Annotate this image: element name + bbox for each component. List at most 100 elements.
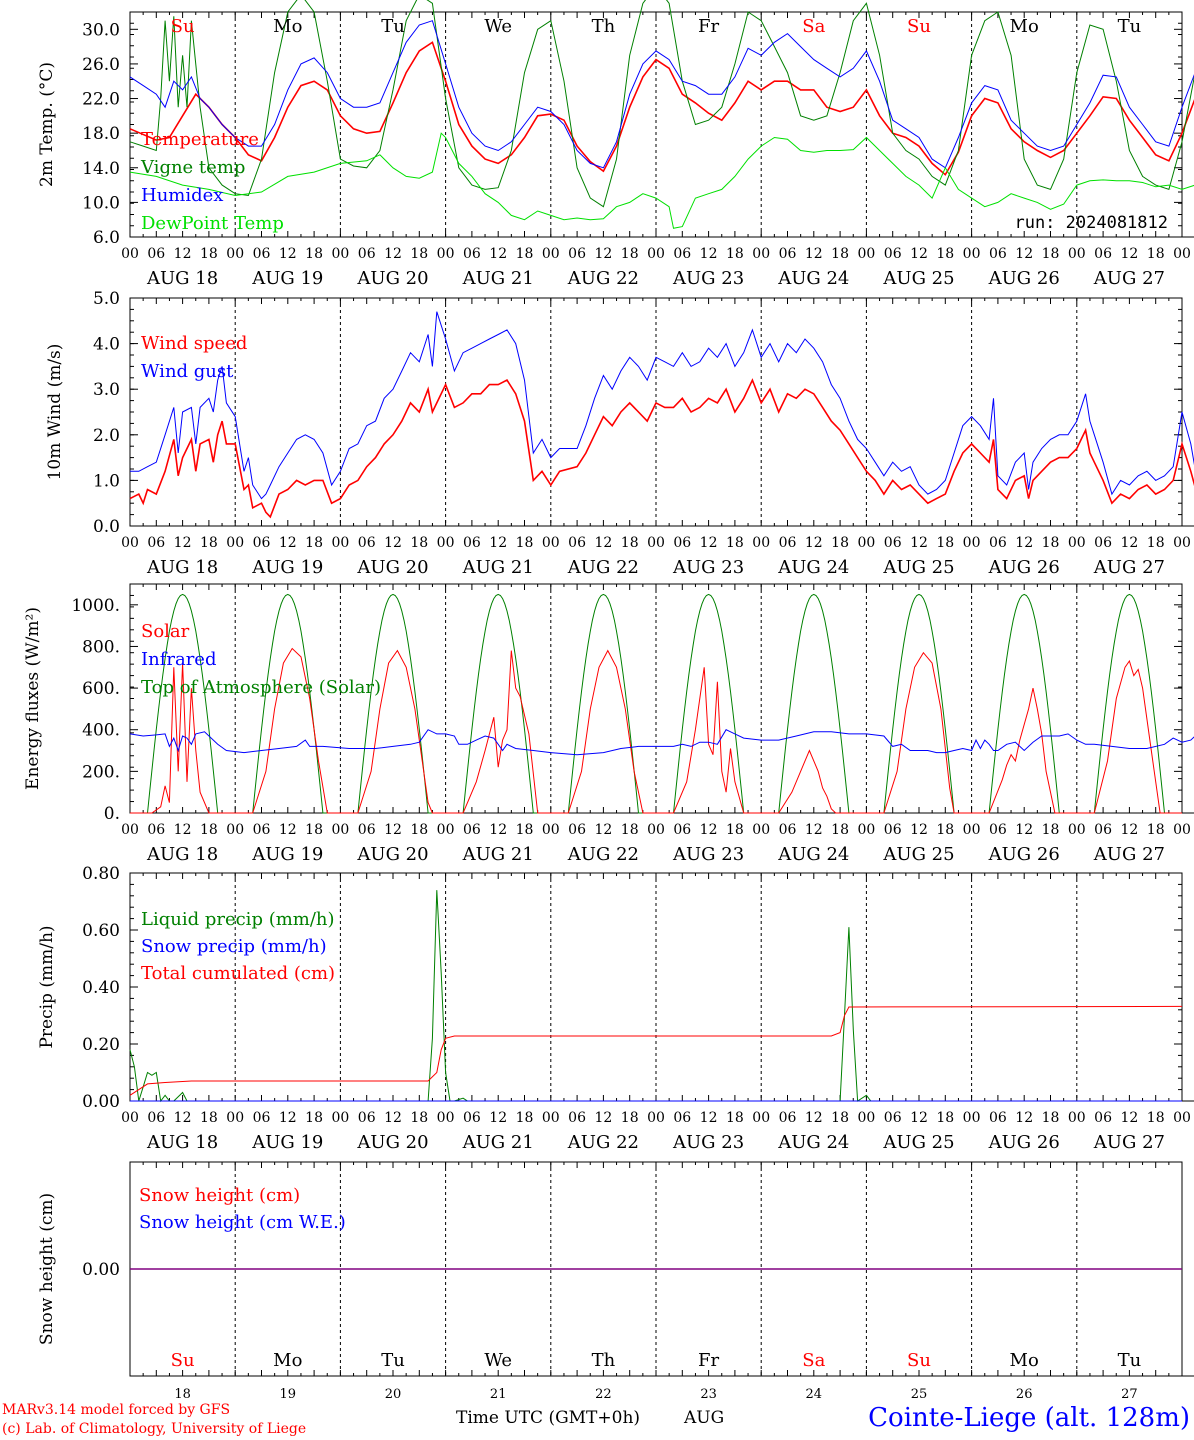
hour-tick-label: 00	[752, 822, 770, 838]
hour-tick-label: 18	[831, 1110, 849, 1126]
hour-tick-label: 12	[384, 246, 402, 262]
hour-tick-label: 06	[884, 1110, 902, 1126]
hour-tick-label: 12	[1015, 246, 1033, 262]
hour-tick-label: 18	[831, 246, 849, 262]
day-label: AUG 22	[567, 1132, 639, 1153]
day-number-label: 27	[1121, 1387, 1138, 1402]
hour-tick-label: 00	[331, 1110, 349, 1126]
hour-tick-label: 06	[358, 822, 376, 838]
legend-entry: Total cumulated (cm)	[141, 963, 335, 984]
footer-credit: (c) Lab. of Climatology, University of L…	[2, 1421, 306, 1437]
hour-tick-label: 12	[174, 1110, 192, 1126]
hour-tick-label: 12	[805, 1110, 823, 1126]
hour-tick-label: 06	[989, 246, 1007, 262]
hour-tick-label: 12	[1120, 246, 1138, 262]
hour-tick-label: 18	[516, 246, 534, 262]
hour-tick-label: 12	[594, 1110, 612, 1126]
hour-tick-label: 00	[752, 246, 770, 262]
hour-tick-label: 00	[1173, 535, 1191, 551]
day-label: AUG 21	[462, 557, 534, 578]
y-axis-label: Energy fluxes (W/m²)	[23, 607, 43, 790]
weekday-label-bottom: Tu	[381, 1350, 405, 1371]
hour-tick-label: 12	[594, 246, 612, 262]
weekday-label-top: Mo	[273, 16, 302, 37]
series-line-liquid-precip-mm-h-	[129, 890, 1182, 1103]
hour-tick-label: 12	[489, 246, 507, 262]
legend-entry: Snow height (cm W.E.)	[139, 1212, 346, 1233]
series-line-solar	[130, 647, 1182, 814]
hour-tick-label: 12	[1120, 535, 1138, 551]
hour-tick-label: 06	[253, 822, 271, 838]
day-label: AUG 18	[146, 844, 218, 865]
hour-tick-label: 18	[936, 535, 954, 551]
y-tick-label: 400.	[82, 721, 120, 741]
weekday-label-top: Tu	[381, 16, 405, 37]
panel-2: 0.0 1.0 2.0 3.0 4.0 5.0 10m Wind (m/s) 00 06 12 18…	[45, 289, 1194, 578]
weekday-label-bottom: Tu	[1118, 1350, 1142, 1371]
hour-tick-label: 06	[1094, 1110, 1112, 1126]
hour-tick-label: 12	[174, 822, 192, 838]
hour-tick-label: 18	[410, 535, 428, 551]
day-label: AUG 18	[146, 557, 218, 578]
legend-entry: Vigne temp	[140, 157, 245, 178]
day-label: AUG 26	[988, 268, 1060, 289]
day-label: AUG 23	[672, 844, 744, 865]
hour-tick-label: 12	[1015, 535, 1033, 551]
hour-tick-label: 00	[752, 535, 770, 551]
day-label: AUG 19	[251, 268, 323, 289]
y-axis-label: 2m Temp. (°C)	[37, 62, 57, 187]
hour-tick-label: 06	[147, 1110, 165, 1126]
hour-tick-label: 00	[437, 822, 455, 838]
hour-tick-label: 18	[1042, 246, 1060, 262]
hour-tick-label: 00	[437, 535, 455, 551]
hour-tick-label: 06	[463, 822, 481, 838]
hour-tick-label: 18	[200, 1110, 218, 1126]
hour-tick-label: 12	[1015, 1110, 1033, 1126]
day-label: AUG 25	[882, 844, 954, 865]
hour-tick-label: 00	[1173, 1110, 1191, 1126]
hour-tick-label: 00	[121, 822, 139, 838]
day-label: AUG 23	[672, 1132, 744, 1153]
day-number-label: 20	[385, 1387, 402, 1402]
hour-tick-label: 06	[673, 822, 691, 838]
station-label: Cointe-Liege (alt. 128m)	[868, 1403, 1190, 1433]
hour-tick-label: 18	[200, 822, 218, 838]
hour-tick-label: 00	[647, 822, 665, 838]
weekday-label-top: Tu	[1118, 16, 1142, 37]
day-label: AUG 21	[462, 844, 534, 865]
hour-tick-label: 00	[1068, 535, 1086, 551]
weekday-label-top: Su	[907, 16, 931, 37]
y-axis-label: Snow height (cm)	[37, 1193, 57, 1345]
hour-tick-label: 06	[884, 822, 902, 838]
day-label: AUG 27	[1093, 557, 1165, 578]
hour-tick-label: 06	[463, 246, 481, 262]
legend-entry: Snow precip (mm/h)	[141, 936, 327, 957]
hour-tick-label: 06	[884, 246, 902, 262]
hour-tick-label: 18	[936, 246, 954, 262]
hour-tick-label: 18	[516, 1110, 534, 1126]
hour-tick-label: 12	[279, 246, 297, 262]
legend-entry: Wind speed	[141, 333, 247, 354]
day-label: AUG 26	[988, 844, 1060, 865]
day-number-label: 26	[1016, 1387, 1033, 1402]
hour-tick-label: 12	[384, 535, 402, 551]
hour-tick-label: 12	[594, 535, 612, 551]
hour-tick-label: 12	[700, 822, 718, 838]
weekday-label-top: Th	[592, 16, 616, 37]
hour-tick-label: 06	[673, 535, 691, 551]
y-tick-label: 600.	[82, 679, 120, 699]
panel-5: 0.00 Snow height (cm) Snow height (cm) Snow…	[37, 1161, 1194, 1377]
day-label: AUG 26	[988, 1132, 1060, 1153]
day-label: AUG 18	[146, 1132, 218, 1153]
hour-tick-label: 18	[1147, 1110, 1165, 1126]
hour-tick-label: 18	[410, 822, 428, 838]
series-line-infrared	[129, 729, 1194, 756]
day-label: AUG 22	[567, 268, 639, 289]
y-tick-label: 0.80	[82, 864, 120, 884]
hour-tick-label: 00	[857, 1110, 875, 1126]
hour-tick-label: 06	[779, 246, 797, 262]
day-number-label: 18	[174, 1387, 191, 1402]
hour-tick-label: 18	[1147, 535, 1165, 551]
panel-3: 0. 200. 400. 600. 800. 1000. Energy fluxes (W/…	[23, 583, 1194, 865]
